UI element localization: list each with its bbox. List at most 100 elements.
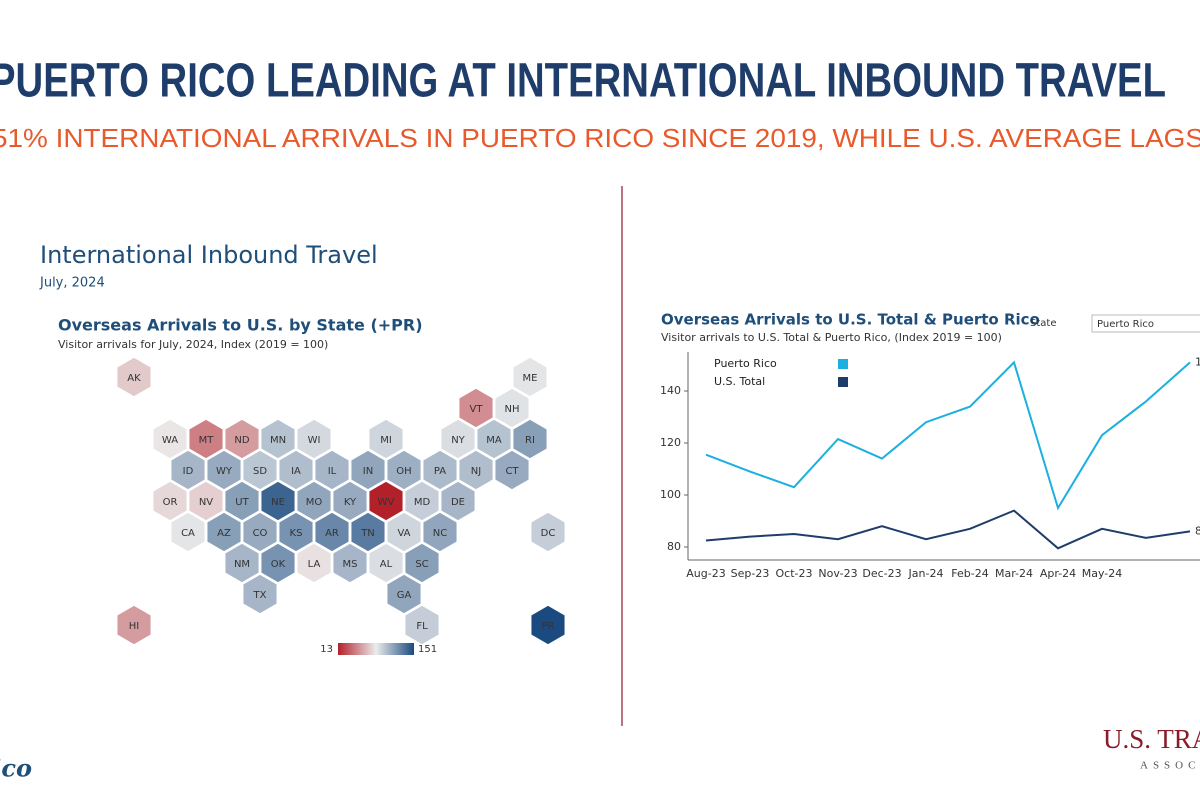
slide-title: PUERTO RICO LEADING AT INTERNATIONAL INB… xyxy=(0,55,1166,108)
state-hex xyxy=(277,511,315,553)
state-label: WI xyxy=(308,435,321,446)
state-label: MN xyxy=(270,435,286,446)
state-label: DC xyxy=(541,528,556,539)
logo-right-sub: ASSOCIATION xyxy=(1140,760,1200,772)
x-tick-label: Mar-24 xyxy=(995,567,1033,580)
y-tick-label: 80 xyxy=(667,540,681,553)
state-hex xyxy=(277,449,315,491)
state-label: GA xyxy=(397,590,412,601)
state-label: IL xyxy=(328,466,337,477)
state-label: VA xyxy=(397,528,410,539)
logo-left: Puerto Rico xyxy=(0,754,32,783)
state-label: KY xyxy=(344,497,357,508)
state-hex xyxy=(331,542,369,584)
state-label: ID xyxy=(183,466,194,477)
state-hex xyxy=(511,356,549,398)
legend-label: Puerto Rico xyxy=(714,357,777,370)
x-tick-label: Dec-23 xyxy=(862,567,901,580)
state-label: TX xyxy=(253,590,267,601)
x-tick-label: Aug-23 xyxy=(686,567,725,580)
dashboard-title: International Inbound Travel xyxy=(40,241,378,269)
state-label: AK xyxy=(127,373,141,384)
state-hex xyxy=(259,418,297,460)
state-hex xyxy=(295,480,333,522)
dashboard-date: July, 2024 xyxy=(39,276,105,291)
state-hex xyxy=(349,449,387,491)
legend-swatch xyxy=(838,359,848,369)
state-label: WY xyxy=(216,466,233,477)
state-hex xyxy=(403,542,441,584)
state-label: MT xyxy=(199,435,215,446)
legend-min: 13 xyxy=(320,644,333,655)
state-label: CA xyxy=(181,528,195,539)
state-hex xyxy=(295,418,333,460)
state-hex xyxy=(151,418,189,460)
state-hex xyxy=(241,449,279,491)
state-hex xyxy=(385,573,423,615)
state-hex xyxy=(385,511,423,553)
state-hex xyxy=(295,542,333,584)
state-label: FL xyxy=(416,621,428,632)
x-tick-label: Apr-24 xyxy=(1040,567,1076,580)
state-label: VT xyxy=(470,404,484,415)
state-hex xyxy=(529,604,567,646)
filter-value[interactable]: Puerto Rico xyxy=(1097,319,1154,330)
x-tick-label: Nov-23 xyxy=(818,567,857,580)
state-hex xyxy=(439,418,477,460)
state-label: KS xyxy=(290,528,303,539)
state-label: WV xyxy=(378,497,395,508)
state-hex xyxy=(313,449,351,491)
state-label: ND xyxy=(234,435,249,446)
logo-right: U.S. TRAVEL xyxy=(1103,724,1200,754)
color-legend xyxy=(338,643,414,655)
state-hex xyxy=(259,480,297,522)
legend-swatch xyxy=(838,377,848,387)
state-label: MI xyxy=(380,435,392,446)
state-label: AR xyxy=(325,528,339,539)
state-label: DE xyxy=(451,497,465,508)
state-label: ME xyxy=(523,373,538,384)
line-subtitle: Visitor arrivals to U.S. Total & Puerto … xyxy=(661,331,1002,344)
state-hex xyxy=(115,604,153,646)
state-hex xyxy=(205,449,243,491)
state-hex xyxy=(367,418,405,460)
state-label: PR xyxy=(542,621,555,632)
state-label: SC xyxy=(415,559,428,570)
legend-max: 151 xyxy=(418,644,437,655)
state-hex xyxy=(223,542,261,584)
state-label: NH xyxy=(505,404,520,415)
state-label: PA xyxy=(434,466,446,477)
state-hex xyxy=(205,511,243,553)
filter-label: State xyxy=(1030,318,1056,329)
slide-subtitle: 51% INTERNATIONAL ARRIVALS IN PUERTO RIC… xyxy=(0,123,1200,153)
state-hex xyxy=(331,480,369,522)
state-label: NE xyxy=(271,497,285,508)
state-hex xyxy=(367,542,405,584)
map-title: Overseas Arrivals to U.S. by State (+PR) xyxy=(58,316,423,335)
x-tick-label: May-24 xyxy=(1082,567,1123,580)
legend-label: U.S. Total xyxy=(714,375,765,388)
state-hex xyxy=(349,511,387,553)
state-hex xyxy=(493,449,531,491)
state-hex xyxy=(169,511,207,553)
x-tick-label: Oct-23 xyxy=(776,567,813,580)
state-hex xyxy=(403,604,441,646)
y-tick-label: 120 xyxy=(660,436,681,449)
state-hex xyxy=(421,449,459,491)
state-label: HI xyxy=(129,621,139,632)
state-label: NY xyxy=(451,435,465,446)
state-hex xyxy=(259,542,297,584)
state-label: NJ xyxy=(471,466,481,477)
state-hex xyxy=(187,418,225,460)
state-label: OK xyxy=(271,559,286,570)
state-label: RI xyxy=(525,435,535,446)
state-hex xyxy=(223,418,261,460)
state-label: NM xyxy=(234,559,250,570)
value-label: 151 xyxy=(1195,355,1200,368)
state-label: CO xyxy=(253,528,268,539)
filter-dropdown[interactable] xyxy=(1091,314,1200,333)
state-label: OR xyxy=(163,497,178,508)
state-hex xyxy=(475,418,513,460)
